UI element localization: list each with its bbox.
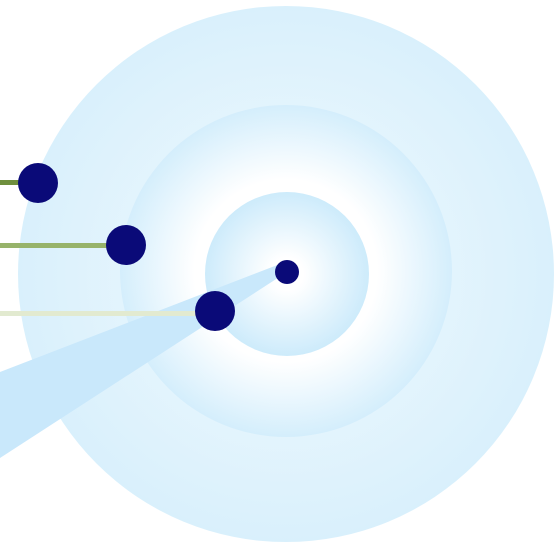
center-node[interactable] xyxy=(275,260,299,284)
node-2[interactable] xyxy=(106,225,146,265)
connector-3 xyxy=(0,311,215,316)
node-3[interactable] xyxy=(195,291,235,331)
node-1[interactable] xyxy=(18,163,58,203)
connector-2 xyxy=(0,243,127,248)
